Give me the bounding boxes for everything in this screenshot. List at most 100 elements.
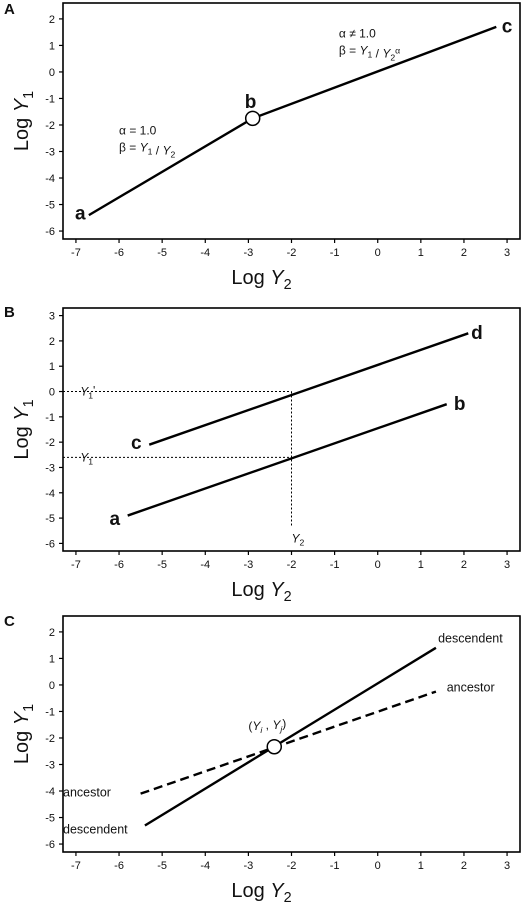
pa-sub: j <box>279 724 283 734</box>
y-tick-label: -1 <box>45 93 55 105</box>
guide-label-var: Y <box>292 531 301 545</box>
y-tick-label: 2 <box>49 336 55 348</box>
y-tick-label: -6 <box>45 538 55 550</box>
annotation-text-var: Y <box>140 140 149 154</box>
x-axis-label: Log Y2 <box>231 267 291 293</box>
y-axis-label: Log Y1 <box>11 91 37 151</box>
y-axis-label-prefix: Log <box>11 421 33 460</box>
series-line-0 <box>88 25 497 217</box>
x-axis-label: Log Y2 <box>231 579 291 605</box>
y-tick-label: 3 <box>49 311 55 323</box>
x-tick-label: -7 <box>71 247 81 259</box>
y-axis-label-var: Y <box>11 97 33 112</box>
y-tick-label: -5 <box>45 813 55 825</box>
x-tick-label: 1 <box>418 247 424 259</box>
x-tick-label: -3 <box>243 559 253 571</box>
series-label-descendent: descendent <box>63 822 128 836</box>
annotation-text-sub: 1 <box>148 146 153 156</box>
x-tick-label: -3 <box>243 247 253 259</box>
y-tick-label: 2 <box>49 14 55 26</box>
x-tick-label: 0 <box>375 247 381 259</box>
y-tick-label: -3 <box>45 462 55 474</box>
y-axis-label-var: Y <box>11 710 33 725</box>
pa-var: Y <box>252 719 261 733</box>
y-tick-label: -1 <box>45 706 55 718</box>
annotation-text-sub: 1 <box>368 49 373 59</box>
x-axis-label-prefix: Log <box>231 267 270 289</box>
y-tick-label: -2 <box>45 120 55 132</box>
x-axis-label-prefix: Log <box>231 579 270 601</box>
y-tick-label: -6 <box>45 839 55 851</box>
x-tick-label: -5 <box>157 559 167 571</box>
y-tick-label: -2 <box>45 437 55 449</box>
annotation-text-sub: 2 <box>170 149 175 159</box>
annotation-text-part: α = 1.0 <box>119 123 157 137</box>
point-label-a: a <box>75 203 86 224</box>
annotation-text-part: β = <box>339 43 360 57</box>
x-tick-label: 2 <box>461 860 467 872</box>
annotation-text-var: Y <box>382 46 391 60</box>
pa-sub: i <box>260 725 263 735</box>
guide-label-sub: 1 <box>88 391 93 401</box>
x-tick-label: -4 <box>200 559 210 571</box>
x-tick-label: -7 <box>71 860 81 872</box>
x-tick-label: -2 <box>287 559 297 571</box>
plot-frame <box>62 615 521 853</box>
plot-frame <box>62 2 521 240</box>
y-tick-label: -3 <box>45 146 55 158</box>
x-tick-label: -1 <box>330 247 340 259</box>
x-tick-label: 0 <box>375 559 381 571</box>
annotation-text: α = 1.0 <box>119 123 157 137</box>
annotation-text-part: / <box>372 46 382 60</box>
x-tick-label: -5 <box>157 247 167 259</box>
y-axis-label-prefix: Log <box>11 725 33 764</box>
x-tick-label: -1 <box>330 559 340 571</box>
y-tick-label: -4 <box>45 173 55 185</box>
panel-label: C <box>4 613 15 630</box>
guide-label: Y2 <box>292 531 305 547</box>
y-axis-label: Log Y1 <box>11 704 37 764</box>
x-tick-label: -5 <box>157 860 167 872</box>
pa-close: ) <box>282 717 286 731</box>
x-tick-label: -4 <box>200 247 210 259</box>
guide-label: Y1' <box>80 383 95 400</box>
annotation-text-sub: 2 <box>390 53 395 63</box>
point-label-b: b <box>454 394 466 415</box>
x-axis-label-var: Y <box>270 880 285 902</box>
x-tick-label: -3 <box>243 860 253 872</box>
y-tick-label: 0 <box>49 67 55 79</box>
x-tick-label: -6 <box>114 247 124 259</box>
series-label-ancestor: ancestor <box>447 681 495 695</box>
guide-label-sub: 2 <box>300 537 305 547</box>
series-line-ancestor <box>140 690 437 795</box>
annotation-text-part: / <box>152 143 162 157</box>
y-tick-label: 1 <box>49 361 55 373</box>
x-axis-label-sub: 2 <box>284 589 292 605</box>
x-axis-label-sub: 2 <box>284 277 292 293</box>
x-axis-label: Log Y2 <box>231 880 291 906</box>
y-tick-label: 1 <box>49 653 55 665</box>
chart-panel-b: B -7 -6 -5 -4 -3 -2 -1 0 1 2 3 -6 -5 -4 -3 -2 -1 0 1 2 3 Log Y… <box>4 304 521 605</box>
x-tick-label: -6 <box>114 559 124 571</box>
guide-label: Y1 <box>80 450 93 466</box>
y-axis-label-var: Y <box>11 406 33 421</box>
y-axis-label: Log Y1 <box>11 399 37 459</box>
series-line-descendent <box>144 646 437 827</box>
y-tick-label: -4 <box>45 786 55 798</box>
x-tick-label: 0 <box>375 860 381 872</box>
point-label-a: a <box>109 509 120 530</box>
x-tick-label: 3 <box>504 559 510 571</box>
series-label-descendent: descendent <box>438 632 503 646</box>
y-tick-label: -1 <box>45 412 55 424</box>
pa-open: ( <box>248 719 252 733</box>
panel-label: B <box>4 304 15 321</box>
x-tick-label: -2 <box>287 247 297 259</box>
point-label-c: c <box>131 433 142 454</box>
annotation-text-part: α ≠ 1.0 <box>339 26 376 40</box>
y-axis-label-sub: 1 <box>21 704 37 712</box>
y-tick-label: -3 <box>45 759 55 771</box>
y-tick-label: 2 <box>49 627 55 639</box>
point-marker <box>244 110 261 127</box>
